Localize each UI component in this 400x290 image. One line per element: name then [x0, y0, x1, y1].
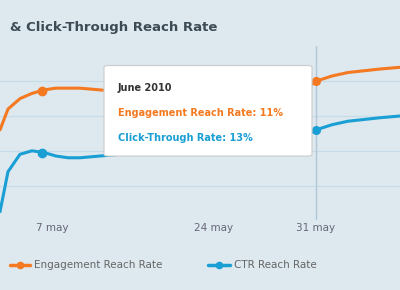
Text: 7 may: 7 may [36, 223, 68, 233]
FancyBboxPatch shape [104, 66, 312, 156]
Text: & Click-Through Reach Rate: & Click-Through Reach Rate [10, 21, 217, 35]
Text: 31 may: 31 may [296, 223, 336, 233]
Text: 24 may: 24 may [194, 223, 234, 233]
Text: CTR Reach Rate: CTR Reach Rate [234, 260, 317, 270]
Text: Engagement Reach Rate: 11%: Engagement Reach Rate: 11% [118, 108, 283, 118]
Text: Click-Through Rate: 13%: Click-Through Rate: 13% [118, 133, 253, 143]
Text: Engagement Reach Rate: Engagement Reach Rate [34, 260, 162, 270]
Text: June 2010: June 2010 [118, 83, 172, 93]
